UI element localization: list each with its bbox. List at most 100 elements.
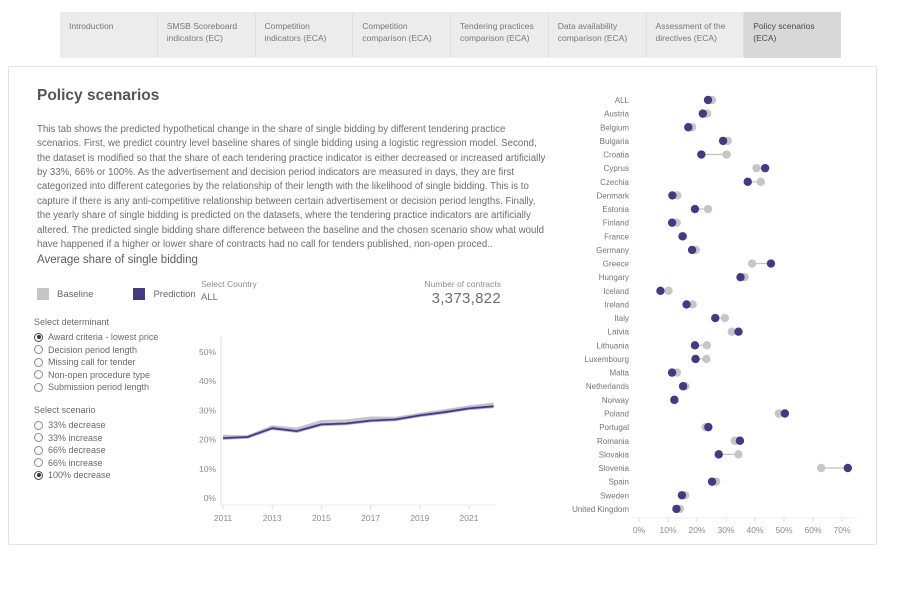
scenario-option-33-increase[interactable]: 33% increase (34, 432, 111, 445)
scenario-option-33-decrease[interactable]: 33% decrease (34, 419, 111, 432)
country-label-bulgaria: Bulgaria (600, 137, 630, 146)
prediction-dot[interactable] (704, 422, 713, 432)
determinant-option-label: Missing call for tender (48, 357, 136, 368)
country-label-luxembourg: Luxembourg (585, 355, 629, 364)
country-selector-value[interactable]: ALL (201, 292, 218, 303)
tab-policy-scenarios-eca[interactable]: Policy scenarios (ECA) (744, 12, 841, 58)
prediction-dot[interactable] (678, 382, 688, 391)
prediction-dot[interactable] (766, 259, 776, 268)
prediction-dot[interactable] (736, 272, 745, 282)
radio-button-icon[interactable] (34, 357, 43, 367)
prediction-dot[interactable] (707, 477, 717, 486)
radio-button-icon[interactable] (34, 470, 43, 480)
radio-button-icon[interactable] (34, 420, 43, 430)
determinant-radio-group: Select determinant Award criteria - lowe… (34, 317, 158, 394)
prediction-dot[interactable] (698, 109, 707, 118)
prediction-dot[interactable] (690, 204, 700, 214)
dashboard-card: Policy scenarios This tab shows the pred… (8, 66, 877, 545)
baseline-swatch-icon (37, 288, 49, 300)
line-chart-xtick-label: 2015 (312, 513, 331, 523)
prediction-dot[interactable] (668, 191, 677, 200)
radio-button-icon[interactable] (34, 370, 43, 380)
determinant-option-submission-period-length[interactable]: Submission period length (34, 381, 158, 394)
baseline-dot[interactable] (722, 150, 731, 159)
prediction-dot[interactable] (672, 504, 681, 514)
scenario-option-label: 33% increase (48, 432, 103, 443)
determinant-option-label: Submission period length (48, 382, 150, 393)
tab-assessment-of-the-directives-eca[interactable]: Assessment of the directives (ECA) (646, 12, 745, 58)
prediction-dot[interactable] (684, 123, 693, 132)
prediction-dot[interactable] (690, 341, 700, 350)
country-label-hungary: Hungary (599, 273, 629, 282)
determinant-option-decision-period-length[interactable]: Decision period length (34, 344, 158, 357)
scenario-option-66-decrease[interactable]: 66% decrease (34, 444, 111, 457)
prediction-dot[interactable] (667, 218, 677, 227)
prediction-dot[interactable] (714, 450, 723, 459)
country-selector-label: Select Country (201, 279, 257, 289)
prediction-dot[interactable] (780, 409, 790, 418)
baseline-dot[interactable] (727, 327, 736, 336)
tab-introduction[interactable]: Introduction (60, 12, 158, 58)
page-title: Policy scenarios (37, 87, 160, 104)
tab-tendering-practices-comparison-eca[interactable]: Tendering practices comparison (ECA) (451, 12, 549, 58)
baseline-dot[interactable] (752, 163, 761, 173)
legend-prediction-label: Prediction (153, 288, 196, 300)
prediction-dot[interactable] (734, 327, 743, 336)
radio-button-icon[interactable] (34, 445, 43, 455)
prediction-dot[interactable] (760, 163, 770, 173)
prediction-dot[interactable] (670, 395, 679, 405)
baseline-dot[interactable] (774, 409, 783, 418)
baseline-dot[interactable] (756, 177, 765, 186)
radio-button-icon[interactable] (34, 433, 43, 443)
radio-button-icon[interactable] (34, 382, 43, 392)
tab-competition-indicators-eca[interactable]: Competition indicators (ECA) (255, 12, 354, 58)
country-label-all: ALL (615, 96, 630, 105)
determinant-option-non-open-procedure-type[interactable]: Non-open procedure type (34, 369, 158, 382)
prediction-dot[interactable] (691, 354, 700, 364)
prediction-dot[interactable] (656, 286, 665, 296)
country-label-croatia: Croatia (603, 151, 629, 160)
baseline-dot[interactable] (702, 341, 712, 350)
contracts-counter-label: Number of contracts (424, 279, 501, 289)
tab-smsb-scoreboard-indicators-ec[interactable]: SMSB Scoreboard indicators (EC) (157, 12, 256, 58)
baseline-dot[interactable] (747, 259, 757, 268)
country-dumbbell-chart[interactable]: 0% 10% 20% 30% 40% 50% 60% 70% ALL Austria Belgium… (561, 89, 875, 539)
scenario-option-100-decrease[interactable]: 100% decrease (34, 469, 111, 482)
prediction-dot[interactable] (687, 245, 697, 255)
tab-data-availability-comparison-eca[interactable]: Data availability comparison (ECA) (548, 12, 647, 58)
prediction-dot[interactable] (677, 491, 687, 500)
line-chart-xtick-label: 2013 (263, 513, 282, 523)
country-label-portugal: Portugal (599, 423, 629, 432)
prediction-dot[interactable] (743, 177, 752, 186)
baseline-dot[interactable] (688, 300, 697, 309)
prediction-dot[interactable] (667, 368, 677, 377)
prediction-dot[interactable] (711, 313, 720, 323)
prediction-line-series[interactable] (222, 405, 494, 439)
radio-button-icon[interactable] (34, 332, 43, 342)
prediction-dot[interactable] (678, 232, 687, 241)
baseline-dot[interactable] (816, 463, 826, 473)
prediction-dot[interactable] (735, 436, 745, 445)
prediction-dot[interactable] (682, 300, 691, 309)
radio-button-icon[interactable] (34, 345, 43, 355)
baseline-dot[interactable] (664, 286, 673, 296)
dot-chart-xtick-label: 70% (833, 525, 850, 535)
country-label-latvia: Latvia (608, 328, 630, 337)
prediction-dot[interactable] (697, 150, 706, 159)
determinant-option-award-criteria-lowest-price[interactable]: Award criteria - lowest price (34, 331, 158, 344)
line-chart-ytick-label: 20% (199, 435, 216, 445)
baseline-dot[interactable] (720, 313, 730, 323)
baseline-dot[interactable] (703, 204, 713, 214)
baseline-dot[interactable] (702, 354, 711, 364)
country-selector[interactable]: Select Country ALL (201, 279, 257, 303)
prediction-dot[interactable] (703, 95, 713, 105)
single-bidding-line-chart[interactable]: 0% 10% 20% 30% 40% 50% 2011 2013 2015 2017 2019 202… (196, 336, 514, 538)
scenario-option-66-increase[interactable]: 66% increase (34, 457, 111, 470)
prediction-dot[interactable] (718, 136, 728, 146)
prediction-dot[interactable] (843, 463, 852, 473)
radio-button-icon[interactable] (34, 458, 43, 468)
tab-competition-comparison-eca[interactable]: Competition comparison (ECA) (353, 12, 451, 58)
baseline-dot[interactable] (734, 450, 743, 459)
chart-heading: Average share of single bidding (37, 254, 198, 266)
determinant-option-missing-call-for-tender[interactable]: Missing call for tender (34, 356, 158, 369)
